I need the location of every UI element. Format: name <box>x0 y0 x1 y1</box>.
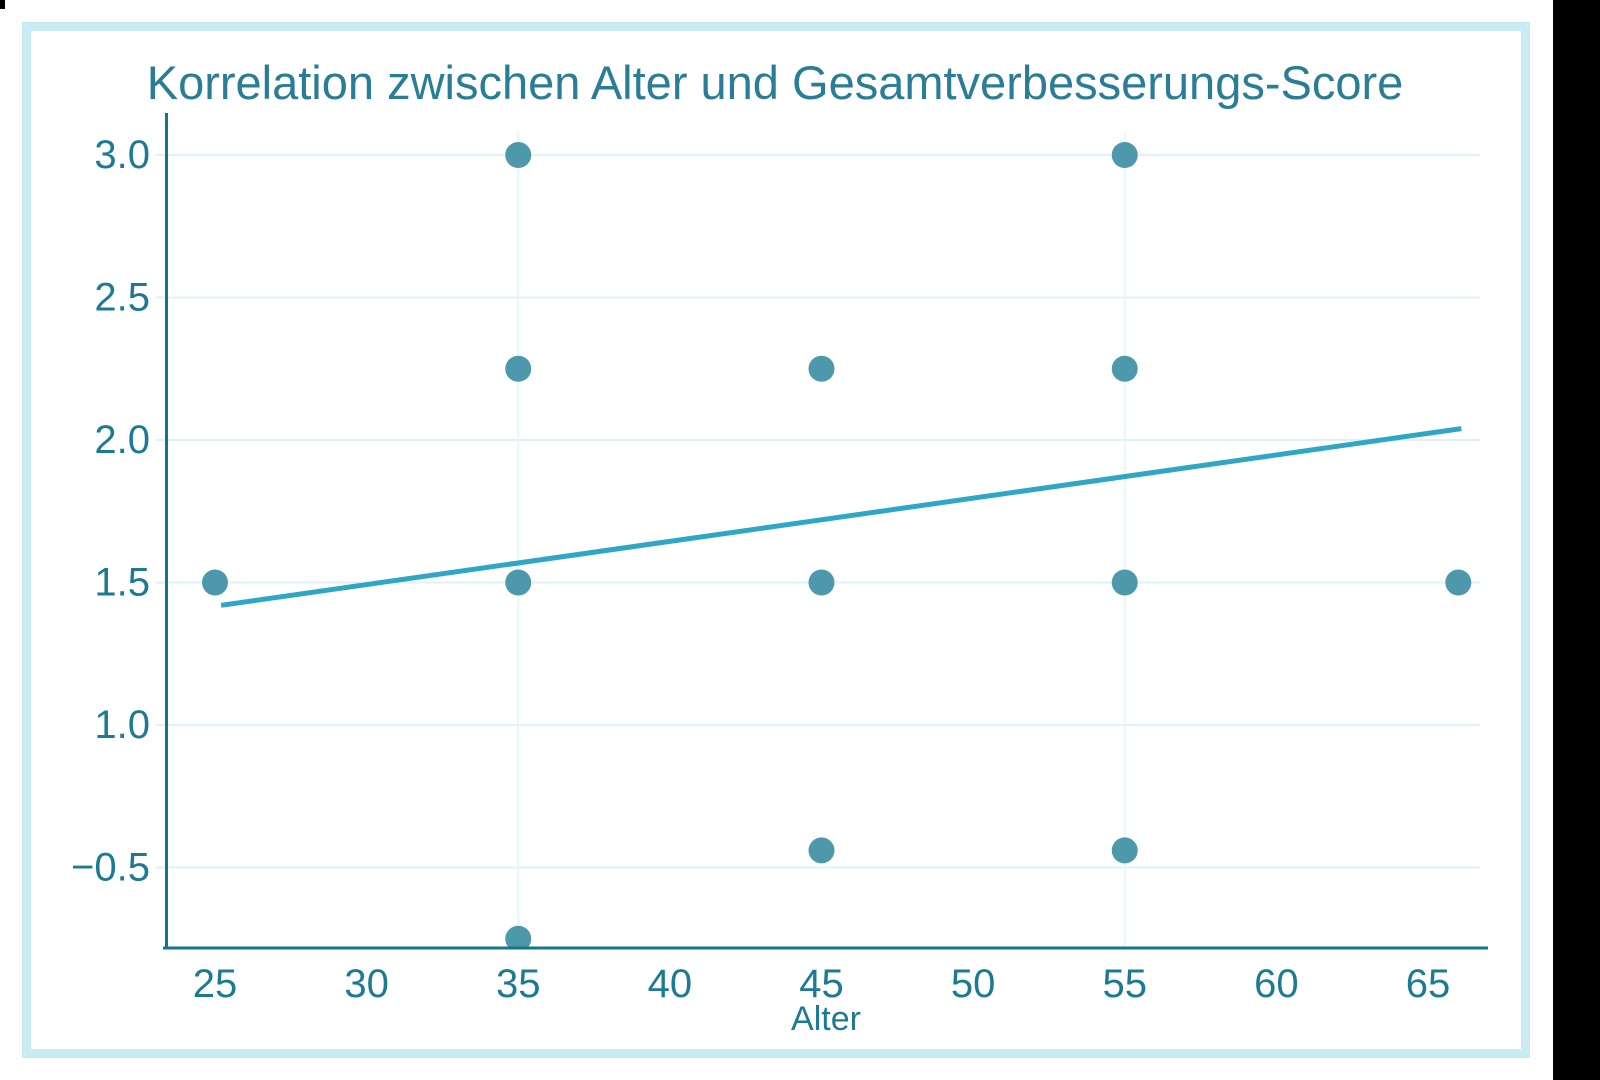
card-border <box>22 22 1530 1058</box>
x-tick-label: 30 <box>344 962 389 1006</box>
corner-artifact <box>0 0 5 9</box>
data-point <box>808 569 835 596</box>
data-point <box>1111 142 1138 168</box>
y-tick-label: 2.5 <box>94 276 150 320</box>
trend-line <box>220 426 1462 608</box>
chart-title: Korrelation zwischen Alter und Gesamtver… <box>147 56 1404 109</box>
data-point <box>808 355 835 382</box>
y-tick-label: 2.0 <box>94 418 150 462</box>
data-point <box>1445 569 1472 596</box>
data-point <box>505 925 532 950</box>
data-point <box>1111 355 1138 382</box>
y-tick-label: 1.0 <box>94 703 150 747</box>
data-point <box>505 355 532 382</box>
x-tick-label: 55 <box>1103 962 1148 1006</box>
x-tick-label: 25 <box>193 962 238 1006</box>
x-tick-label: 60 <box>1254 962 1299 1006</box>
x-tick-label: 65 <box>1406 962 1451 1006</box>
y-tick-label: −0.5 <box>71 846 150 890</box>
x-tick-label: 50 <box>951 962 996 1006</box>
y-tick-label: 1.5 <box>94 561 150 605</box>
data-point <box>505 142 532 168</box>
screen-edge-band <box>1553 0 1600 1080</box>
x-axis-label: Alter <box>791 1000 861 1038</box>
data-point <box>1111 569 1138 596</box>
y-tick-label: 3.0 <box>94 133 150 177</box>
data-point <box>808 837 835 864</box>
data-point <box>202 569 228 596</box>
x-tick-label: 35 <box>496 962 541 1006</box>
data-point <box>1111 837 1138 864</box>
data-point <box>505 569 532 596</box>
x-tick-label: 45 <box>799 962 844 1006</box>
x-tick-label: 40 <box>648 962 693 1006</box>
